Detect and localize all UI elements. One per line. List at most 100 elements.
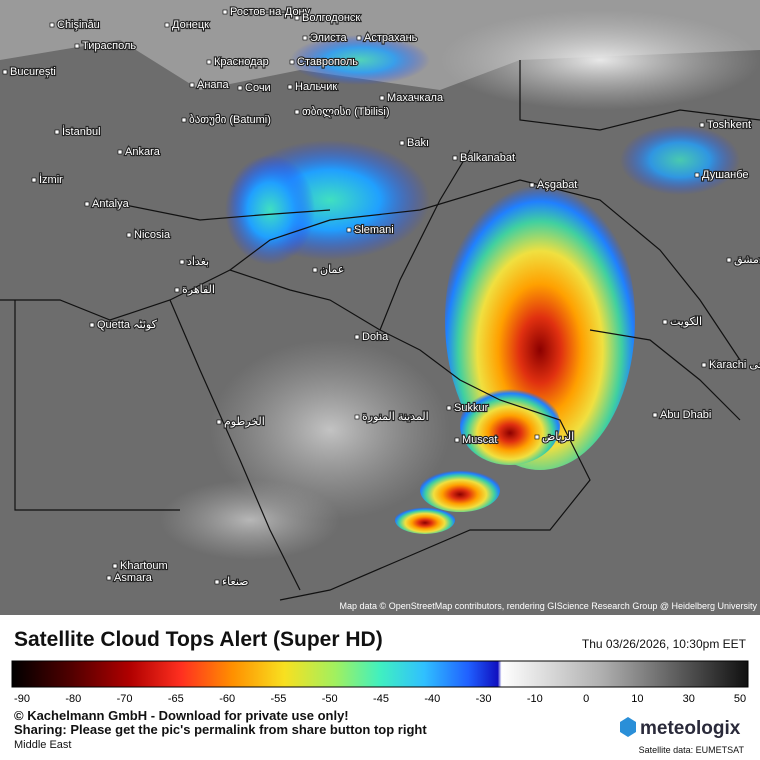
city-dot xyxy=(662,319,668,325)
city-dot xyxy=(189,82,195,88)
storm-cloud-tops xyxy=(420,468,500,512)
city-label: Toshkent xyxy=(707,119,751,131)
city-label: Тирасполь xyxy=(82,40,136,52)
cold-cloud-tops xyxy=(620,125,740,195)
map-attribution: Map data © OpenStreetMap contributors, r… xyxy=(340,601,758,611)
city-label: Karachi کراچی xyxy=(709,359,760,371)
cold-cloud-tops xyxy=(225,155,315,265)
cloud-cover xyxy=(440,10,760,110)
city-label: دمشق xyxy=(734,254,760,267)
scale-tick-label: -45 xyxy=(373,693,389,705)
city-label: ბათუმი (Batumi) xyxy=(189,114,271,126)
city-label: Нальчик xyxy=(295,81,337,93)
city-label: Астрахань xyxy=(364,32,418,44)
city-dot xyxy=(446,405,452,411)
city-dot xyxy=(206,59,212,65)
city-label: Душанбе xyxy=(702,169,749,181)
scale-tick-label: -65 xyxy=(168,693,184,705)
city-dot xyxy=(694,172,700,178)
city-dot xyxy=(2,69,8,75)
city-dot xyxy=(84,201,90,207)
city-dot xyxy=(354,334,360,340)
scale-tick-label: -60 xyxy=(219,693,235,705)
city-label: Элиста xyxy=(310,32,348,44)
city-label: Asmara xyxy=(114,572,153,584)
city-label: Волгодонск xyxy=(302,12,360,24)
city-dot xyxy=(346,227,352,233)
scale-tick-label: -90 xyxy=(14,693,30,705)
city-dot xyxy=(726,257,732,263)
city-label: الخرطوم xyxy=(224,416,265,428)
city-dot xyxy=(356,35,362,41)
city-label: Сочи xyxy=(245,82,271,94)
city-dot xyxy=(237,85,243,91)
color-scale xyxy=(11,660,749,688)
satellite-map: Map data © OpenStreetMap contributors, r… xyxy=(0,0,760,615)
city-dot xyxy=(454,437,460,443)
city-dot xyxy=(126,232,132,238)
city-label: București xyxy=(10,66,56,78)
city-label: Махачкала xyxy=(387,92,444,104)
region-name: Middle East xyxy=(14,739,71,751)
city-dot xyxy=(699,122,705,128)
city-label: عمان xyxy=(320,264,344,276)
brand-name: meteologix xyxy=(640,718,741,739)
city-label: Slemani xyxy=(354,224,394,236)
city-label: صنعاء xyxy=(222,576,249,588)
city-dot xyxy=(534,434,540,440)
brand-logo xyxy=(620,717,636,737)
city-dot xyxy=(452,155,458,161)
city-dot xyxy=(117,149,123,155)
city-label: Nicosia xyxy=(134,229,171,241)
scale-tick-label: -10 xyxy=(527,693,543,705)
city-label: İzmir xyxy=(39,173,63,186)
data-source: Satellite data: EUMETSAT xyxy=(639,745,745,755)
city-dot xyxy=(294,109,300,115)
legend-panel: Satellite Cloud Tops Alert (Super HD) Th… xyxy=(11,628,749,755)
city-dot xyxy=(287,84,293,90)
city-dot xyxy=(312,267,318,273)
city-dot xyxy=(89,322,95,328)
city-label: თბილისი (Tbilisi) xyxy=(302,106,390,118)
city-dot xyxy=(74,43,80,49)
city-label: Ankara xyxy=(125,146,161,158)
scale-tick-label: -40 xyxy=(424,693,440,705)
city-dot xyxy=(289,59,295,65)
city-label: Chişinău xyxy=(57,19,100,31)
city-label: İstanbul xyxy=(62,125,101,138)
city-dot xyxy=(112,563,118,569)
scale-tick-label: 10 xyxy=(631,693,643,705)
cloud-cover xyxy=(160,480,340,560)
scale-tick-label: -80 xyxy=(65,693,81,705)
sharing-note: Sharing: Please get the pic's permalink … xyxy=(14,722,427,737)
panel-datetime: Thu 03/26/2026, 10:30pm EET xyxy=(582,637,747,651)
scale-tick-label: -55 xyxy=(270,693,286,705)
city-label: Antalya xyxy=(92,198,130,210)
city-label: Abu Dhabi xyxy=(660,409,711,421)
borders xyxy=(0,60,760,601)
city-label: الرياض xyxy=(542,431,574,443)
scale-tick-label: -50 xyxy=(322,693,338,705)
scale-tick-label: 0 xyxy=(583,693,589,705)
city-dot xyxy=(54,129,60,135)
city-dot xyxy=(181,117,187,123)
city-dot xyxy=(379,95,385,101)
storm-cloud-tops xyxy=(460,385,560,465)
city-label: المدينة المنورة xyxy=(362,411,429,423)
city-label: القاهرة xyxy=(182,284,215,296)
city-label: Aşgabat xyxy=(537,179,577,191)
scale-tick-label: 30 xyxy=(683,693,695,705)
city-label: بغداد xyxy=(187,256,209,268)
city-dot xyxy=(652,412,658,418)
city-label: الكويت xyxy=(670,316,702,328)
panel-title: Satellite Cloud Tops Alert (Super HD) xyxy=(14,628,383,651)
city-dot xyxy=(174,287,180,293)
city-label: Ростов-на-Дону xyxy=(230,6,311,18)
city-label: Balkanabat xyxy=(460,152,515,164)
city-label: Sukkur xyxy=(454,402,489,414)
city-label: Донецк xyxy=(172,19,209,31)
city-dot xyxy=(106,575,112,581)
city-dot xyxy=(294,15,300,21)
